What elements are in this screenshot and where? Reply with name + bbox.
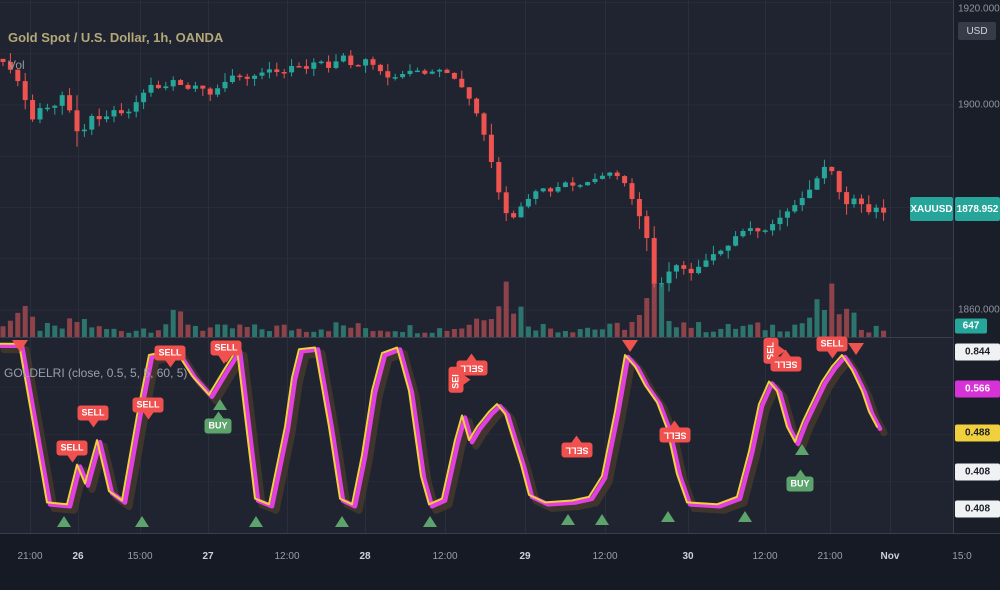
sell-triangle-icon xyxy=(622,340,638,352)
time-tick: 21:00 xyxy=(817,551,843,562)
time-tick: Nov xyxy=(880,551,900,562)
buy-triangle-icon xyxy=(335,516,349,527)
buy-triangle-icon xyxy=(249,516,263,527)
indicator-value-badge: 0.408 xyxy=(955,463,1000,481)
time-tick: 28 xyxy=(359,551,371,562)
currency-badge: USD xyxy=(958,22,996,40)
price-tick: 1920.000 xyxy=(958,3,1000,15)
sell-triangle-icon xyxy=(12,340,28,352)
buy-triangle-icon xyxy=(595,514,609,525)
buy-triangle-icon xyxy=(423,516,437,527)
price-tick: 1860.000 xyxy=(958,304,1000,316)
indicator-value-badge: 0.844 xyxy=(955,343,1000,361)
buy-triangle-icon xyxy=(561,514,575,525)
time-tick: 27 xyxy=(202,551,214,562)
indicator-value-badge: 0.566 xyxy=(955,380,1000,398)
time-tick: 12:00 xyxy=(274,551,300,562)
time-tick: 12:00 xyxy=(432,551,458,562)
last-price-badge: 1878.952 xyxy=(955,197,1000,221)
buy-triangle-icon xyxy=(795,444,809,455)
buy-triangle-icon xyxy=(135,516,149,527)
time-axis[interactable]: 21:00 26 15:00 27 12:00 28 12:00 29 12:00 30 12:00… xyxy=(0,533,1000,590)
buy-triangle-icon xyxy=(738,511,752,522)
time-tick: 26 xyxy=(72,551,84,562)
sell-triangle-icon xyxy=(848,343,864,355)
buy-triangle-icon xyxy=(213,399,227,410)
last-volume-badge: 647 xyxy=(955,318,987,334)
time-tick: 15:0 xyxy=(952,551,972,562)
time-tick: 29 xyxy=(519,551,531,562)
time-tick: 30 xyxy=(682,551,694,562)
time-tick: 12:00 xyxy=(752,551,778,562)
indicator-value-badge: 0.408 xyxy=(955,500,1000,518)
buy-triangle-icon xyxy=(661,511,675,522)
time-tick: 21:00 xyxy=(17,551,43,562)
buy-triangle-icon xyxy=(57,516,71,527)
time-tick: 15:00 xyxy=(127,551,153,562)
time-tick: 12:00 xyxy=(592,551,618,562)
price-axis[interactable]: USD 1878.952 647 1920.000 1900.000 1860.00… xyxy=(953,0,1000,590)
price-tick: 1900.000 xyxy=(958,99,1000,111)
indicator-value-badge: 0.488 xyxy=(955,424,1000,442)
